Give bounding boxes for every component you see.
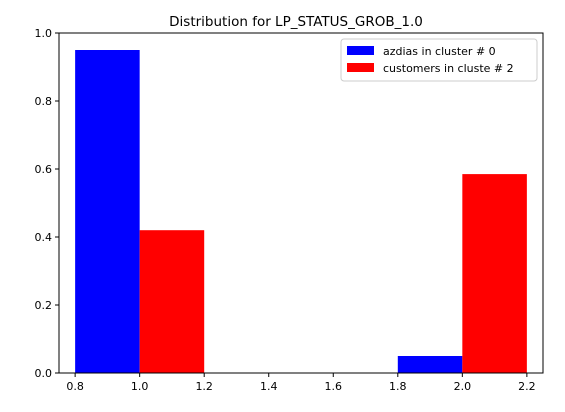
y-tick-label: 0.4 — [35, 231, 53, 244]
y-axis: 0.0 0.2 0.4 0.6 0.8 1.0 — [35, 27, 59, 380]
chart-title: Distribution for LP_STATUS_GROB_1.0 — [169, 14, 423, 30]
x-axis: 0.8 1.0 1.2 1.4 1.6 1.8 2.0 2.2 — [66, 373, 536, 393]
x-tick-label: 2.2 — [518, 380, 536, 393]
legend-swatch-1 — [347, 63, 374, 72]
x-tick-label: 0.8 — [66, 380, 84, 393]
bar-series-1-0 — [139, 230, 205, 373]
x-tick-label: 2.0 — [454, 380, 472, 393]
bar-series-0-1 — [397, 356, 463, 373]
y-tick-label: 0.0 — [35, 367, 53, 380]
x-tick-label: 1.4 — [260, 380, 278, 393]
bar-series-0-0 — [75, 50, 140, 373]
legend-swatch-0 — [347, 46, 374, 55]
y-tick-label: 0.8 — [35, 95, 53, 108]
x-tick-label: 1.0 — [131, 380, 149, 393]
bars-group — [75, 50, 527, 373]
legend-label-0: azdias in cluster # 0 — [383, 45, 496, 58]
legend-label-1: customers in cluste # 2 — [383, 62, 514, 75]
y-tick-label: 0.6 — [35, 163, 53, 176]
legend: azdias in cluster # 0 customers in cluste… — [340, 38, 538, 82]
x-tick-label: 1.2 — [195, 380, 213, 393]
x-tick-label: 1.8 — [389, 380, 407, 393]
x-tick-label: 1.6 — [325, 380, 343, 393]
plot-frame — [58, 32, 544, 374]
y-tick-label: 0.2 — [35, 299, 53, 312]
bar-series-1-1 — [462, 174, 527, 373]
legend-box — [340, 38, 538, 82]
y-tick-label: 1.0 — [35, 27, 53, 40]
